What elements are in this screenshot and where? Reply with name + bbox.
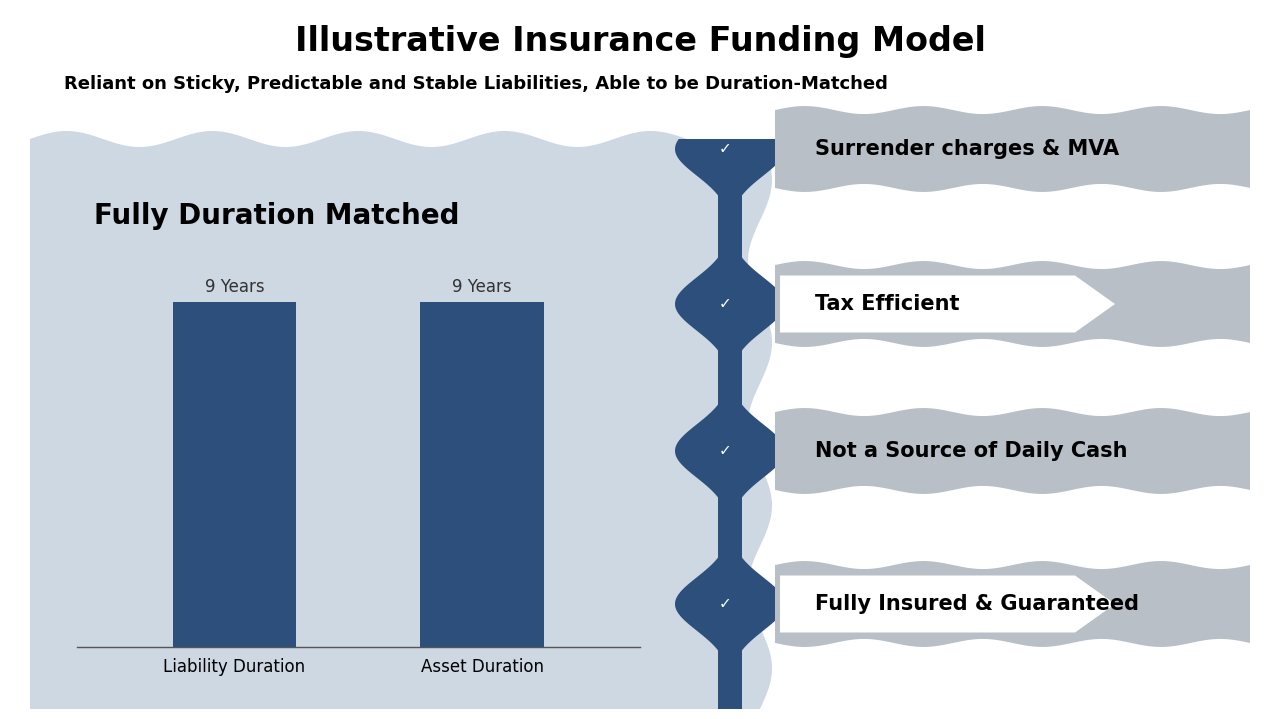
Text: Reliant on Sticky, Predictable and Stable Liabilities, Able to be Duration-Match: Reliant on Sticky, Predictable and Stabl… [64,75,888,93]
Text: Fully Insured & Guaranteed: Fully Insured & Guaranteed [815,594,1139,614]
Text: Fully Duration Matched: Fully Duration Matched [93,202,460,230]
Text: 9 Years: 9 Years [205,278,264,296]
Polygon shape [780,275,1115,332]
Polygon shape [774,561,1251,647]
Polygon shape [675,139,785,709]
Text: ✓: ✓ [718,597,731,611]
Text: 9 Years: 9 Years [453,278,512,296]
Text: Tax Efficient: Tax Efficient [815,294,960,314]
Text: Not a Source of Daily Cash: Not a Source of Daily Cash [815,441,1128,461]
Text: ✓: ✓ [718,296,731,311]
Polygon shape [29,131,772,709]
Polygon shape [780,575,1115,633]
Text: ✓: ✓ [718,444,731,459]
Text: ✓: ✓ [718,142,731,157]
Polygon shape [774,106,1251,192]
Polygon shape [774,261,1251,347]
Text: Illustrative Insurance Funding Model: Illustrative Insurance Funding Model [294,25,986,58]
Bar [173,302,297,647]
Text: Surrender charges & MVA: Surrender charges & MVA [815,139,1119,159]
Polygon shape [774,408,1251,494]
Bar [420,302,544,647]
